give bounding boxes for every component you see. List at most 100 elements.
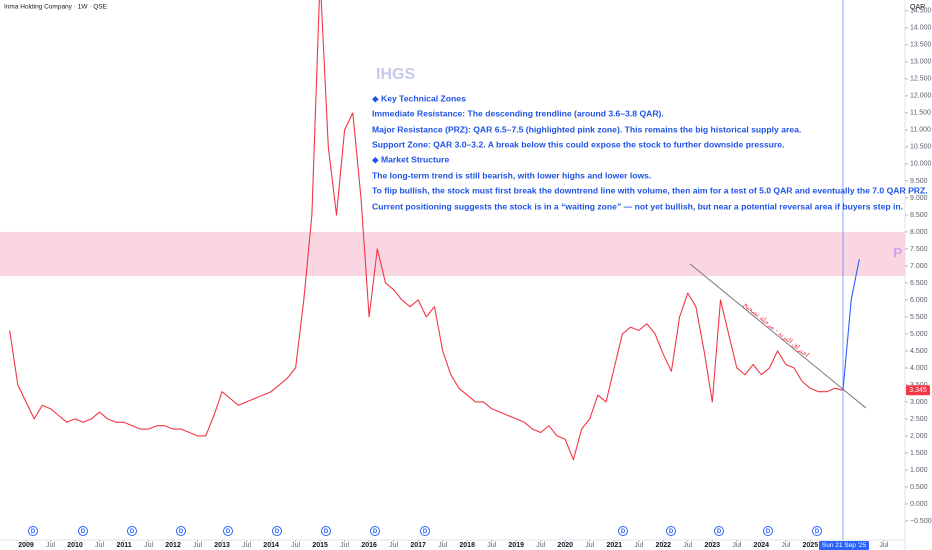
dividend-label: D bbox=[815, 529, 820, 535]
trendline bbox=[689, 263, 867, 409]
y-tick-label: 8.500 bbox=[910, 212, 928, 219]
dividend-label: D bbox=[81, 529, 86, 535]
date-badge bbox=[819, 541, 869, 550]
y-tick-label: 7.500 bbox=[910, 246, 928, 253]
x-tick-label: Jul bbox=[291, 542, 300, 549]
x-tick-label: Jul bbox=[144, 542, 153, 549]
y-tick-label: 5.500 bbox=[910, 314, 928, 321]
dividend-marker bbox=[176, 526, 186, 536]
y-tick-label: 6.500 bbox=[910, 280, 928, 287]
annotation: Immediate Resistance: The descending tre… bbox=[372, 108, 664, 118]
dividend-label: D bbox=[275, 529, 280, 535]
y-tick-label: 2.000 bbox=[910, 433, 928, 440]
x-tick-label: 2025 bbox=[803, 542, 819, 549]
x-tick-label: 2012 bbox=[165, 542, 181, 549]
y-tick-label: 6.000 bbox=[910, 297, 928, 304]
resistance-zone bbox=[0, 231, 905, 277]
dividend-label: D bbox=[717, 529, 722, 535]
annotation: Major Resistance (PRZ): QAR 6.5–7.5 (hig… bbox=[372, 124, 801, 134]
y-tick-label: 1.500 bbox=[910, 450, 928, 457]
x-tick-label: Jul bbox=[438, 542, 447, 549]
x-tick-label: Jul bbox=[95, 542, 104, 549]
annotation: Current positioning suggests the stock i… bbox=[372, 201, 903, 211]
dividend-marker bbox=[370, 526, 380, 536]
dividend-label: D bbox=[179, 529, 184, 535]
annotation: Support Zone: QAR 3.0–3.2. A break below… bbox=[372, 139, 784, 149]
y-tick-label: 10.000 bbox=[910, 161, 932, 168]
dividend-label: D bbox=[373, 529, 378, 535]
dividend-marker bbox=[420, 526, 430, 536]
dividend-label: D bbox=[324, 529, 329, 535]
x-tick-label: Jul bbox=[781, 542, 790, 549]
x-tick-label: 2017 bbox=[410, 542, 426, 549]
dividend-label: D bbox=[621, 529, 626, 535]
chart-title: Inma Holding Company · 1W · QSE bbox=[4, 4, 108, 11]
currency-label: QAR bbox=[910, 4, 925, 11]
dividend-label: D bbox=[423, 529, 428, 535]
dividend-label: D bbox=[31, 529, 36, 535]
x-tick-label: 2020 bbox=[557, 542, 573, 549]
y-tick-label: 4.500 bbox=[910, 348, 928, 355]
annotation: ◆ Key Technical Zones bbox=[372, 93, 466, 103]
y-tick-label: 11.500 bbox=[910, 110, 931, 117]
x-tick-label: 2019 bbox=[508, 542, 524, 549]
y-tick-label: 9.000 bbox=[910, 195, 928, 202]
x-tick-label: 2010 bbox=[67, 542, 83, 549]
x-tick-label: Jul bbox=[683, 542, 692, 549]
y-tick-label: 4.000 bbox=[910, 365, 928, 372]
x-tick-label: 2014 bbox=[263, 542, 279, 549]
last-price-label: 3.345 bbox=[909, 387, 927, 394]
x-tick-label: 2022 bbox=[655, 542, 671, 549]
dividend-marker bbox=[321, 526, 331, 536]
dividend-label: D bbox=[766, 529, 771, 535]
zone-label: P bbox=[893, 245, 902, 261]
dividend-marker bbox=[763, 526, 773, 536]
annotation: To flip bullish, the stock must first br… bbox=[372, 185, 928, 195]
last-price-badge bbox=[906, 385, 930, 396]
dividend-marker bbox=[223, 526, 233, 536]
dividend-label: D bbox=[226, 529, 231, 535]
y-tick-label: 1.000 bbox=[910, 467, 928, 474]
x-tick-label: 2015 bbox=[312, 542, 328, 549]
dividend-marker bbox=[78, 526, 88, 536]
y-tick-label: 0.000 bbox=[910, 501, 928, 508]
y-tick-label: 5.000 bbox=[910, 331, 928, 338]
x-tick-label: 2011 bbox=[116, 542, 131, 549]
plot-area bbox=[0, 0, 905, 540]
date-label: Sun 21 Sep '25 bbox=[822, 542, 867, 549]
dividend-marker bbox=[272, 526, 282, 536]
x-tick-label: Jul bbox=[634, 542, 643, 549]
x-tick-label: Jul bbox=[536, 542, 545, 549]
y-tick-label: 14.000 bbox=[910, 25, 932, 32]
y-tick-label: 9.500 bbox=[910, 178, 928, 185]
dividend-marker bbox=[666, 526, 676, 536]
x-tick-label: Jul bbox=[487, 542, 496, 549]
x-tick-label: 2024 bbox=[754, 542, 770, 549]
x-tick-label: 2016 bbox=[361, 542, 377, 549]
x-tick-label: Jul bbox=[46, 542, 55, 549]
x-tick-label: 2018 bbox=[459, 542, 475, 549]
x-tick-label: Jul bbox=[732, 542, 741, 549]
price-line bbox=[842, 258, 860, 391]
annotation: ◆ Market Structure bbox=[372, 154, 450, 164]
x-tick-label: 2021 bbox=[606, 542, 622, 549]
dividend-marker bbox=[618, 526, 628, 536]
y-tick-label: 12.000 bbox=[910, 93, 932, 100]
y-tick-label: 3.000 bbox=[910, 399, 928, 406]
y-tick-label: 2.500 bbox=[910, 416, 928, 423]
x-tick-label: 2023 bbox=[704, 542, 720, 549]
dividend-marker bbox=[28, 526, 38, 536]
x-tick-label: Jul bbox=[242, 542, 251, 549]
dividend-marker bbox=[127, 526, 137, 536]
y-tick-label: 0.500 bbox=[910, 484, 928, 491]
x-tick-label: Jul bbox=[193, 542, 202, 549]
y-tick-label: 13.500 bbox=[910, 42, 932, 49]
y-tick-label: 14.500 bbox=[910, 8, 932, 15]
y-tick-label: 13.000 bbox=[910, 59, 932, 66]
x-tick-label: Jul bbox=[340, 542, 349, 549]
y-tick-label: 8.000 bbox=[910, 229, 928, 236]
y-tick-label: 12.500 bbox=[910, 76, 932, 83]
x-tick-label: Jul bbox=[585, 542, 594, 549]
